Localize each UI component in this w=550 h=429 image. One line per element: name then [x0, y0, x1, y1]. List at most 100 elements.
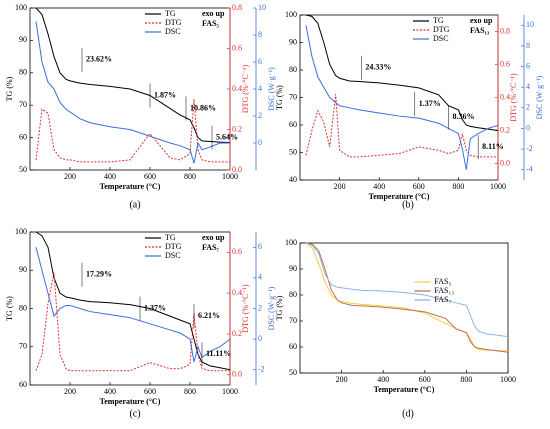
x-tick-label: 200 [334, 182, 346, 191]
series-line [305, 25, 499, 170]
series-line [306, 242, 509, 353]
y-tick-label: 100 [15, 3, 27, 12]
sample-label: FAS₇ [202, 243, 220, 252]
x-tick-label: 400 [104, 387, 116, 396]
y-tick-label: 80 [19, 303, 27, 312]
y-tick-label: 90 [289, 264, 297, 273]
legend-label: FAS₇ [434, 295, 451, 304]
x-tick-label: 600 [413, 182, 425, 191]
y3-tick-label: 6 [526, 61, 530, 70]
y3-tick-label: 8 [258, 30, 262, 39]
y3-tick-label: 2 [258, 111, 262, 120]
annotation: 6.21% [198, 311, 220, 320]
x-tick-label: 1000 [222, 387, 238, 396]
y3-tick-label: 4 [526, 82, 530, 91]
series-line [305, 14, 499, 131]
y2-tick-label: 0.4 [500, 92, 510, 101]
y2-tick-label: 0.4 [232, 288, 242, 297]
sample-label: FAS₁₃ [470, 26, 490, 35]
series-line [35, 21, 230, 164]
legend-label: TG [165, 233, 176, 242]
series-line [35, 7, 231, 143]
x-tick-label: 800 [452, 182, 464, 191]
y-tick-label: 50 [289, 368, 297, 377]
y-tick-label: 40 [289, 175, 297, 184]
y3-tick-label: 2 [258, 303, 262, 312]
x-tick-label: 800 [184, 387, 196, 396]
exo-label: exo up [202, 233, 225, 242]
y-tick-label: 80 [289, 65, 297, 74]
y-tick-label: 80 [19, 68, 27, 77]
y2-tick-label: 0.6 [232, 43, 242, 52]
y3-tick-label: -2 [526, 144, 533, 153]
x-tick-label: 200 [64, 387, 76, 396]
panel-caption: (b) [402, 199, 414, 210]
x-tick-label: 1000 [490, 182, 506, 191]
x-tick-label: 600 [144, 172, 156, 181]
annotation: 8.36% [452, 112, 474, 121]
x-tick-label: 400 [377, 375, 389, 384]
annotation: 1.87% [154, 90, 176, 99]
y3-tick-label: 6 [258, 57, 262, 66]
legend-label: DSC [433, 34, 449, 43]
y-tick-label: 100 [285, 10, 297, 19]
y-tick-label: 70 [289, 92, 297, 101]
y2-axis-title: DTG (%·°C⁻¹) [241, 284, 250, 333]
legend-label: DSC [165, 27, 181, 36]
y3-axis-title: DSC (W·g⁻¹) [267, 286, 276, 330]
legend-label: TG [433, 16, 444, 25]
panel-caption: (a) [129, 199, 140, 210]
annotation: 5.64% [216, 132, 238, 141]
x-axis-title: Temperature (°C) [369, 192, 430, 201]
annotation: 10.86% [190, 103, 216, 112]
series-line [305, 242, 509, 352]
y2-tick-label: 0.2 [500, 125, 510, 134]
y-axis-title: TG (%) [5, 296, 14, 321]
y-axis-title: TG (%) [275, 295, 284, 320]
y3-tick-label: 2 [526, 103, 530, 112]
panel-caption: (c) [129, 408, 140, 419]
y2-tick-label: 0.2 [232, 124, 242, 133]
sample-label: FAS₅ [202, 19, 220, 28]
y-tick-label: 100 [15, 227, 27, 236]
y-axis-title: TG (%) [275, 85, 284, 110]
x-tick-label: 600 [144, 387, 156, 396]
y2-tick-label: 0.0 [500, 158, 510, 167]
legend-label: DSC [165, 251, 181, 260]
x-tick-label: 400 [373, 182, 385, 191]
y-tick-label: 90 [19, 35, 27, 44]
y3-tick-label: 6 [258, 242, 262, 251]
legend-label: TG [165, 9, 176, 18]
y3-tick-label: 8 [526, 41, 530, 50]
y3-tick-label: 4 [258, 84, 262, 93]
y3-axis-title: DSC (W·g⁻¹) [535, 75, 544, 119]
x-axis-title: Temperature (°C) [374, 385, 435, 394]
legend-label: FAS₁₃ [434, 286, 454, 295]
exo-label: exo up [470, 16, 493, 25]
annotation: 23.62% [86, 55, 112, 64]
annotation: 11.11% [206, 349, 231, 358]
y2-tick-label: 0.6 [500, 59, 510, 68]
legend-label: DTG [165, 242, 182, 251]
y2-axis-title: DTG (%·°C⁻¹) [509, 73, 518, 122]
y2-tick-label: 0.6 [232, 247, 242, 256]
y3-tick-label: 4 [258, 273, 262, 282]
x-tick-label: 400 [104, 172, 116, 181]
y2-tick-label: 0.8 [232, 3, 242, 12]
y-tick-label: 70 [19, 100, 27, 109]
series-line [306, 242, 509, 338]
series-line [305, 94, 498, 158]
legend-label: DTG [433, 25, 450, 34]
x-tick-label: 800 [184, 172, 196, 181]
x-tick-label: 1000 [500, 375, 516, 384]
x-axis-title: Temperature (°C) [100, 182, 161, 191]
legend-label: FAS₅ [434, 277, 451, 286]
x-axis-title: Temperature (°C) [100, 397, 161, 406]
y3-tick-label: -2 [258, 365, 265, 374]
y2-tick-label: 0.0 [232, 165, 242, 174]
legend-label: DTG [165, 18, 182, 27]
y3-tick-label: 10 [258, 3, 266, 12]
x-tick-label: 1000 [222, 172, 238, 181]
y3-tick-label: 0 [258, 334, 262, 343]
